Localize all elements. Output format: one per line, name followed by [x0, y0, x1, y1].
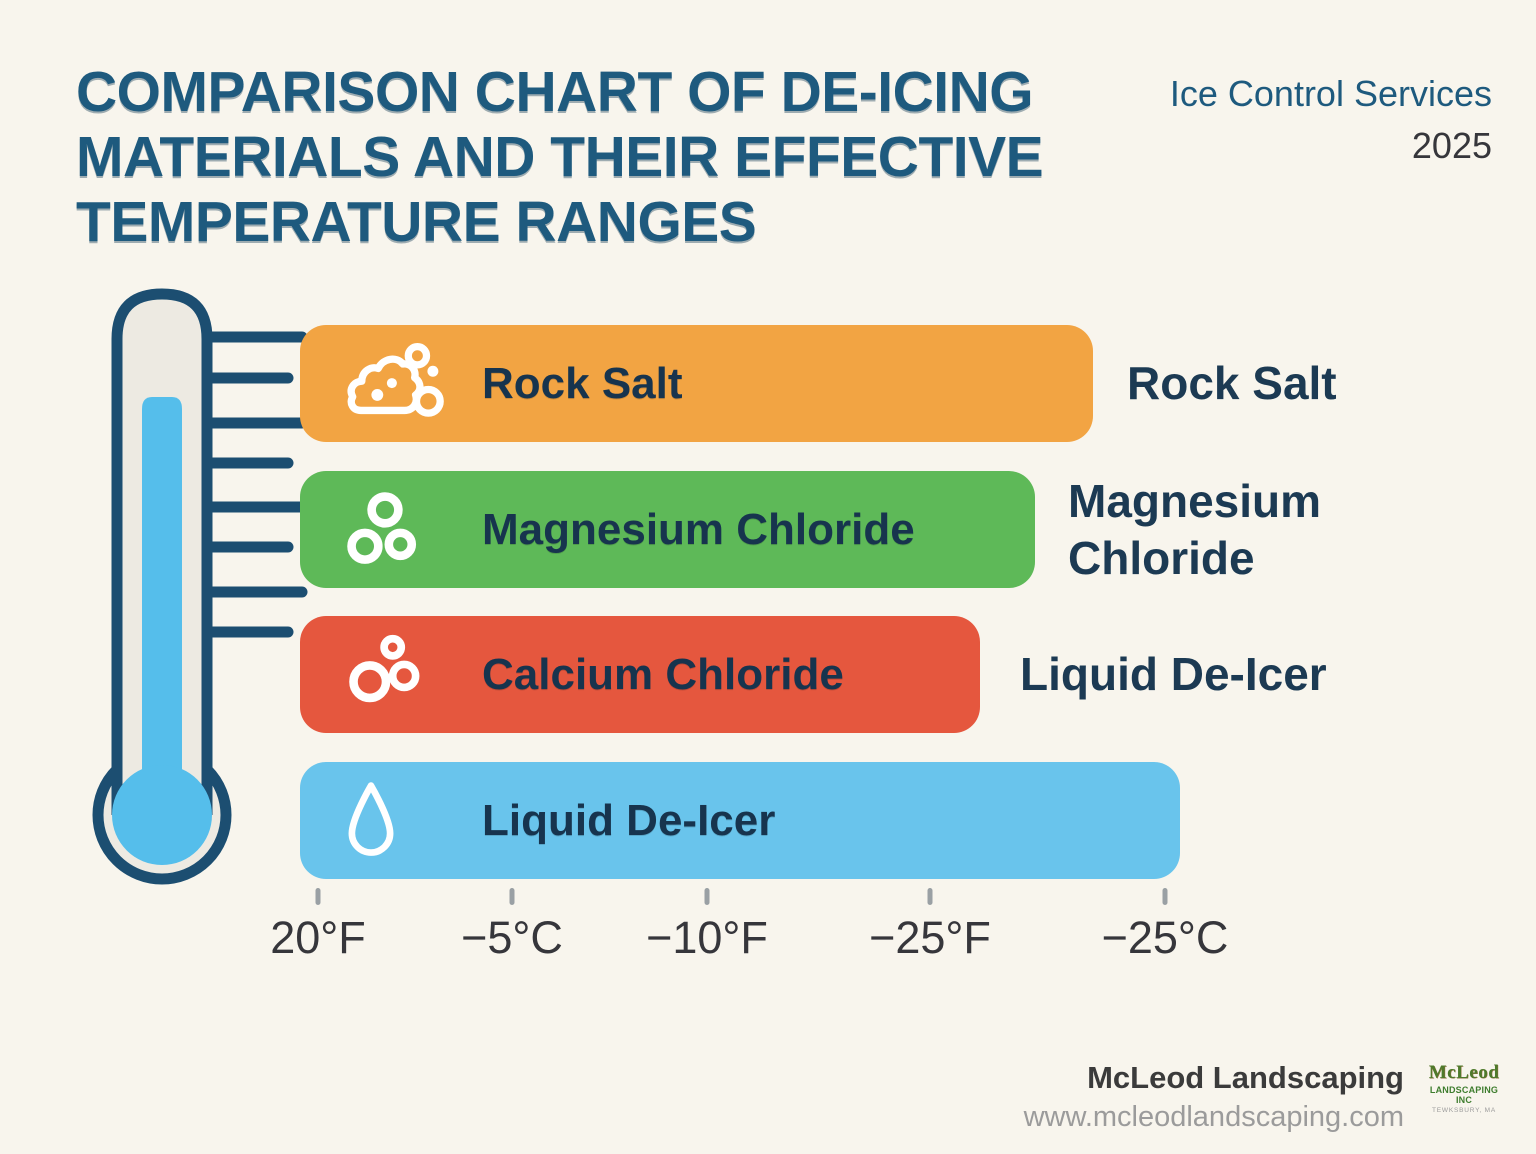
granule-cluster-icon	[342, 632, 466, 718]
brand-block: Ice Control Services 2025	[1170, 68, 1492, 172]
salt-pile-icon	[342, 342, 466, 425]
bar-magnesium-chloride: Magnesium Chloride	[300, 471, 1035, 588]
brand-name: Ice Control Services	[1169, 73, 1492, 114]
axis-tick	[704, 888, 710, 905]
axis-tick	[509, 888, 515, 905]
page-title: COMPARISON CHART OF DE-ICING MATERIALS A…	[76, 60, 1044, 254]
axis-tick	[315, 888, 321, 905]
logo-wordmark: McLeod	[1428, 1062, 1500, 1083]
logo-subtitle: LANDSCAPING INC	[1429, 1085, 1499, 1105]
footer-company: McLeod Landscaping	[1087, 1060, 1404, 1095]
axis-tick-label: −25°F	[869, 912, 991, 963]
footer-website: www.mcleodlandscaping.com	[1023, 1101, 1404, 1133]
axis-tick	[1162, 888, 1168, 905]
axis-tick-label: −25°C	[1101, 912, 1229, 963]
bar-label: Liquid De-Icer	[482, 795, 776, 845]
logo-location: TEWKSBURY, MA	[1432, 1107, 1496, 1114]
right-label-magnesium-chloride: Magnesium Chloride	[1068, 475, 1322, 584]
axis-tick-label: −10°F	[646, 912, 768, 963]
bar-rock-salt: Rock Salt	[300, 325, 1093, 442]
axis-tick-label: 20°F	[270, 912, 366, 963]
brand-year: 2025	[1411, 125, 1492, 166]
bar-label: Magnesium Chloride	[482, 504, 915, 554]
company-logo: McLeod LANDSCAPING INC TEWKSBURY, MA	[1424, 1062, 1504, 1114]
bar-calcium-chloride: Calcium Chloride	[300, 616, 980, 733]
right-label-rock-salt: Rock Salt	[1127, 357, 1337, 410]
bar-liquid-de-icer: Liquid De-Icer	[300, 762, 1180, 879]
bar-label: Calcium Chloride	[482, 649, 844, 699]
pellet-cluster-icon	[342, 487, 466, 573]
bar-label: Rock Salt	[482, 358, 683, 408]
axis-tick-label: −5°C	[461, 912, 563, 963]
footer-text: McLeod Landscaping www.mcleodlandscaping…	[1024, 1060, 1404, 1134]
axis-tick	[927, 888, 933, 905]
droplet-icon	[342, 778, 466, 864]
thermometer-icon	[92, 288, 308, 885]
right-label-liquid-de-icer: Liquid De-Icer	[1020, 648, 1327, 701]
